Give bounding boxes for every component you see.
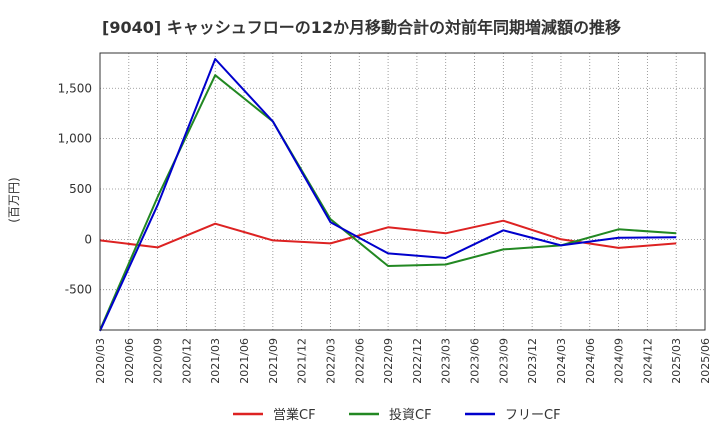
y-tick-label: 1,500 xyxy=(58,81,92,95)
x-tick-label: 2022/06 xyxy=(353,338,366,384)
x-tick-label: 2020/03 xyxy=(94,338,107,384)
y-tick-labels: -500 0 500 1,000 1,500 xyxy=(58,81,92,296)
chart-title: [9040] キャッシュフローの12か月移動合計の対前年同期増減額の推移 xyxy=(102,18,621,37)
y-tick-label: 500 xyxy=(69,182,92,196)
y-tick-label: 0 xyxy=(84,232,92,246)
x-tick-label: 2021/09 xyxy=(267,338,280,384)
x-tick-label: 2020/06 xyxy=(123,338,136,384)
y-axis-label: (百万円) xyxy=(7,177,21,222)
x-tick-label: 2021/12 xyxy=(296,338,309,384)
grid-layer xyxy=(99,53,706,330)
x-tick-label: 2021/06 xyxy=(238,338,251,384)
x-tick-label: 2022/09 xyxy=(382,338,395,384)
x-tick-label: 2020/12 xyxy=(180,338,193,384)
x-tick-label: 2024/03 xyxy=(555,338,568,384)
x-tick-label: 2024/06 xyxy=(584,338,597,384)
legend-label-2: 投資CF xyxy=(389,407,432,423)
y-tick-label: 1,000 xyxy=(58,132,92,146)
plot-frame xyxy=(99,52,706,331)
x-tick-label: 2022/03 xyxy=(324,338,337,384)
series-line-2 xyxy=(99,74,677,331)
legend: 営業CF 投資CF フリーCF xyxy=(233,407,561,423)
x-tick-label: 2025/06 xyxy=(699,338,712,384)
x-tick-labels: 2020/03 2020/06 2020/09 2020/12 2021/03 2021/… xyxy=(94,338,712,384)
x-tick-label: 2023/09 xyxy=(497,338,510,384)
x-tick-label: 2023/03 xyxy=(440,338,453,384)
x-tick-label: 2025/03 xyxy=(670,338,683,384)
x-tick-label: 2021/03 xyxy=(209,338,222,384)
legend-label-1: 営業CF xyxy=(273,407,316,423)
x-tick-label: 2022/12 xyxy=(411,338,424,384)
legend-label-3: フリーCF xyxy=(505,408,561,423)
x-tick-label: 2024/12 xyxy=(641,338,654,384)
series-layer xyxy=(99,58,677,332)
x-tick-label: 2023/06 xyxy=(469,338,482,384)
x-tick-label: 2024/09 xyxy=(613,338,626,384)
y-tick-label: -500 xyxy=(65,283,92,297)
x-tick-label: 2020/09 xyxy=(152,338,165,384)
x-tick-label: 2023/12 xyxy=(526,338,539,384)
series-line-3 xyxy=(99,58,677,332)
